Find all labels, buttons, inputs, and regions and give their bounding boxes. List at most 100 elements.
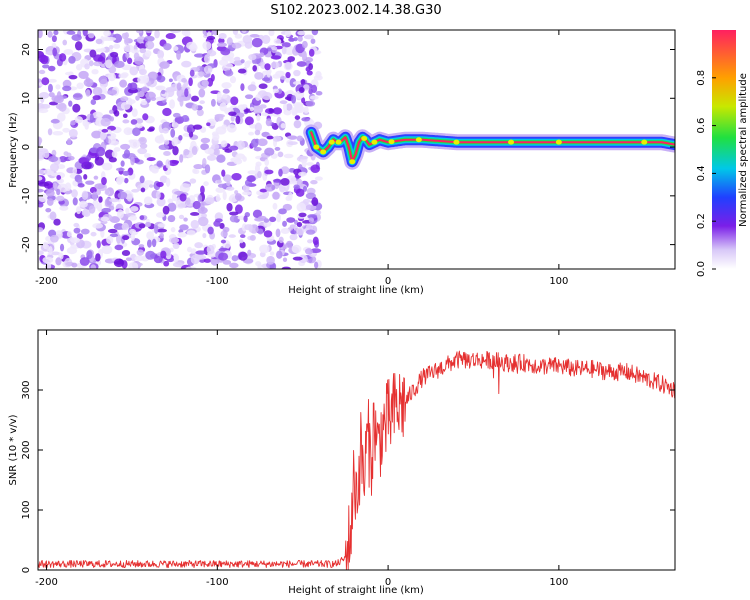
noise-blob [178,134,183,141]
noise-blob [287,56,296,62]
noise-blob [145,40,155,50]
noise-blob [226,37,233,46]
noise-blob [38,193,48,203]
noise-blob [122,113,128,118]
noise-blob [279,100,288,105]
noise-blob [95,38,103,45]
noise-blob [186,41,197,50]
noise-blob [224,69,234,77]
noise-blob [222,191,227,201]
noise-blob [203,181,209,187]
noise-blob [172,112,181,118]
noise-blob [185,266,197,269]
noise-blob [155,96,165,101]
noise-blob [228,111,237,117]
ridge-peak [371,139,378,145]
noise-blob [98,75,108,85]
noise-blob [143,35,155,42]
noise-blob [226,186,235,191]
snr-panel: -200 -100 0 100 0 100 200 300 Height of straigh… [8,329,676,596]
noise-blob [270,55,282,60]
noise-blob [206,50,217,57]
noise-blob [150,96,157,101]
noise-blob [59,205,69,211]
noise-blob [240,59,245,64]
noise-blob [113,258,125,268]
snr-series-line [38,350,675,570]
noise-blob [74,116,83,124]
noise-blob [112,33,123,44]
noise-blob [284,30,292,38]
snr-y-tick-label: 200 [21,440,32,459]
noise-blob [93,54,104,63]
noise-blob [128,139,135,144]
noise-blob [293,69,301,77]
noise-blob [179,97,184,107]
noise-blob [268,108,274,114]
noise-blob [244,94,254,100]
noise-blob [204,164,211,174]
noise-blob [53,30,59,36]
noise-blob [59,243,65,252]
noise-blob [64,71,74,76]
noise-blob [203,54,211,64]
noise-blob [45,189,55,197]
noise-blob [311,197,319,206]
noise-blob [138,68,147,76]
noise-blob [219,222,225,229]
noise-blob [156,75,166,83]
noise-blob [229,57,235,66]
noise-blob [301,160,307,168]
noise-blob [165,159,171,169]
noise-blob [296,61,307,67]
noise-blob [200,185,205,195]
noise-blob [230,115,235,122]
noise-blob [40,54,49,65]
noise-blob [291,95,297,104]
noise-blob [108,198,120,203]
noise-blob [216,154,226,163]
noise-blob [130,119,138,125]
noise-blob [219,102,227,112]
noise-blob [38,176,43,181]
noise-blob [216,179,222,184]
snr-x-tick-label: -100 [206,577,229,588]
noise-blob [75,206,82,215]
noise-blob [277,88,283,95]
noise-blob [298,254,308,264]
noise-blob [78,200,88,208]
colorbar-tick-label: 0.2 [696,213,707,229]
noise-blob [177,232,187,238]
spectrogram-x-tick-label: -100 [206,276,229,287]
noise-blob [115,176,125,184]
noise-blob [179,154,184,163]
noise-blob [48,78,57,83]
noise-blob [158,144,170,150]
noise-blob [117,209,124,219]
noise-blob [222,226,230,233]
noise-blob [296,202,307,212]
noise-blob [86,250,93,260]
noise-blob [287,141,298,146]
noise-blob [129,206,139,212]
snr-y-axis-label: SNR (10 * v/v) [8,414,19,485]
noise-blob [258,83,268,89]
noise-blob [100,117,111,127]
noise-blob [281,266,292,269]
ridge-peak [641,139,648,145]
noise-blob [122,170,130,176]
noise-blob [138,223,146,229]
noise-blob [48,92,55,98]
noise-blob [141,86,148,93]
noise-blob [258,215,267,220]
noise-blob [302,198,311,204]
noise-blob [42,64,50,69]
spectrogram-y-tick-label: 20 [21,43,32,56]
noise-blob [62,85,72,92]
noise-blob [247,170,258,175]
noise-blob [301,51,307,60]
noise-blob [310,38,316,44]
noise-blob [277,151,284,158]
